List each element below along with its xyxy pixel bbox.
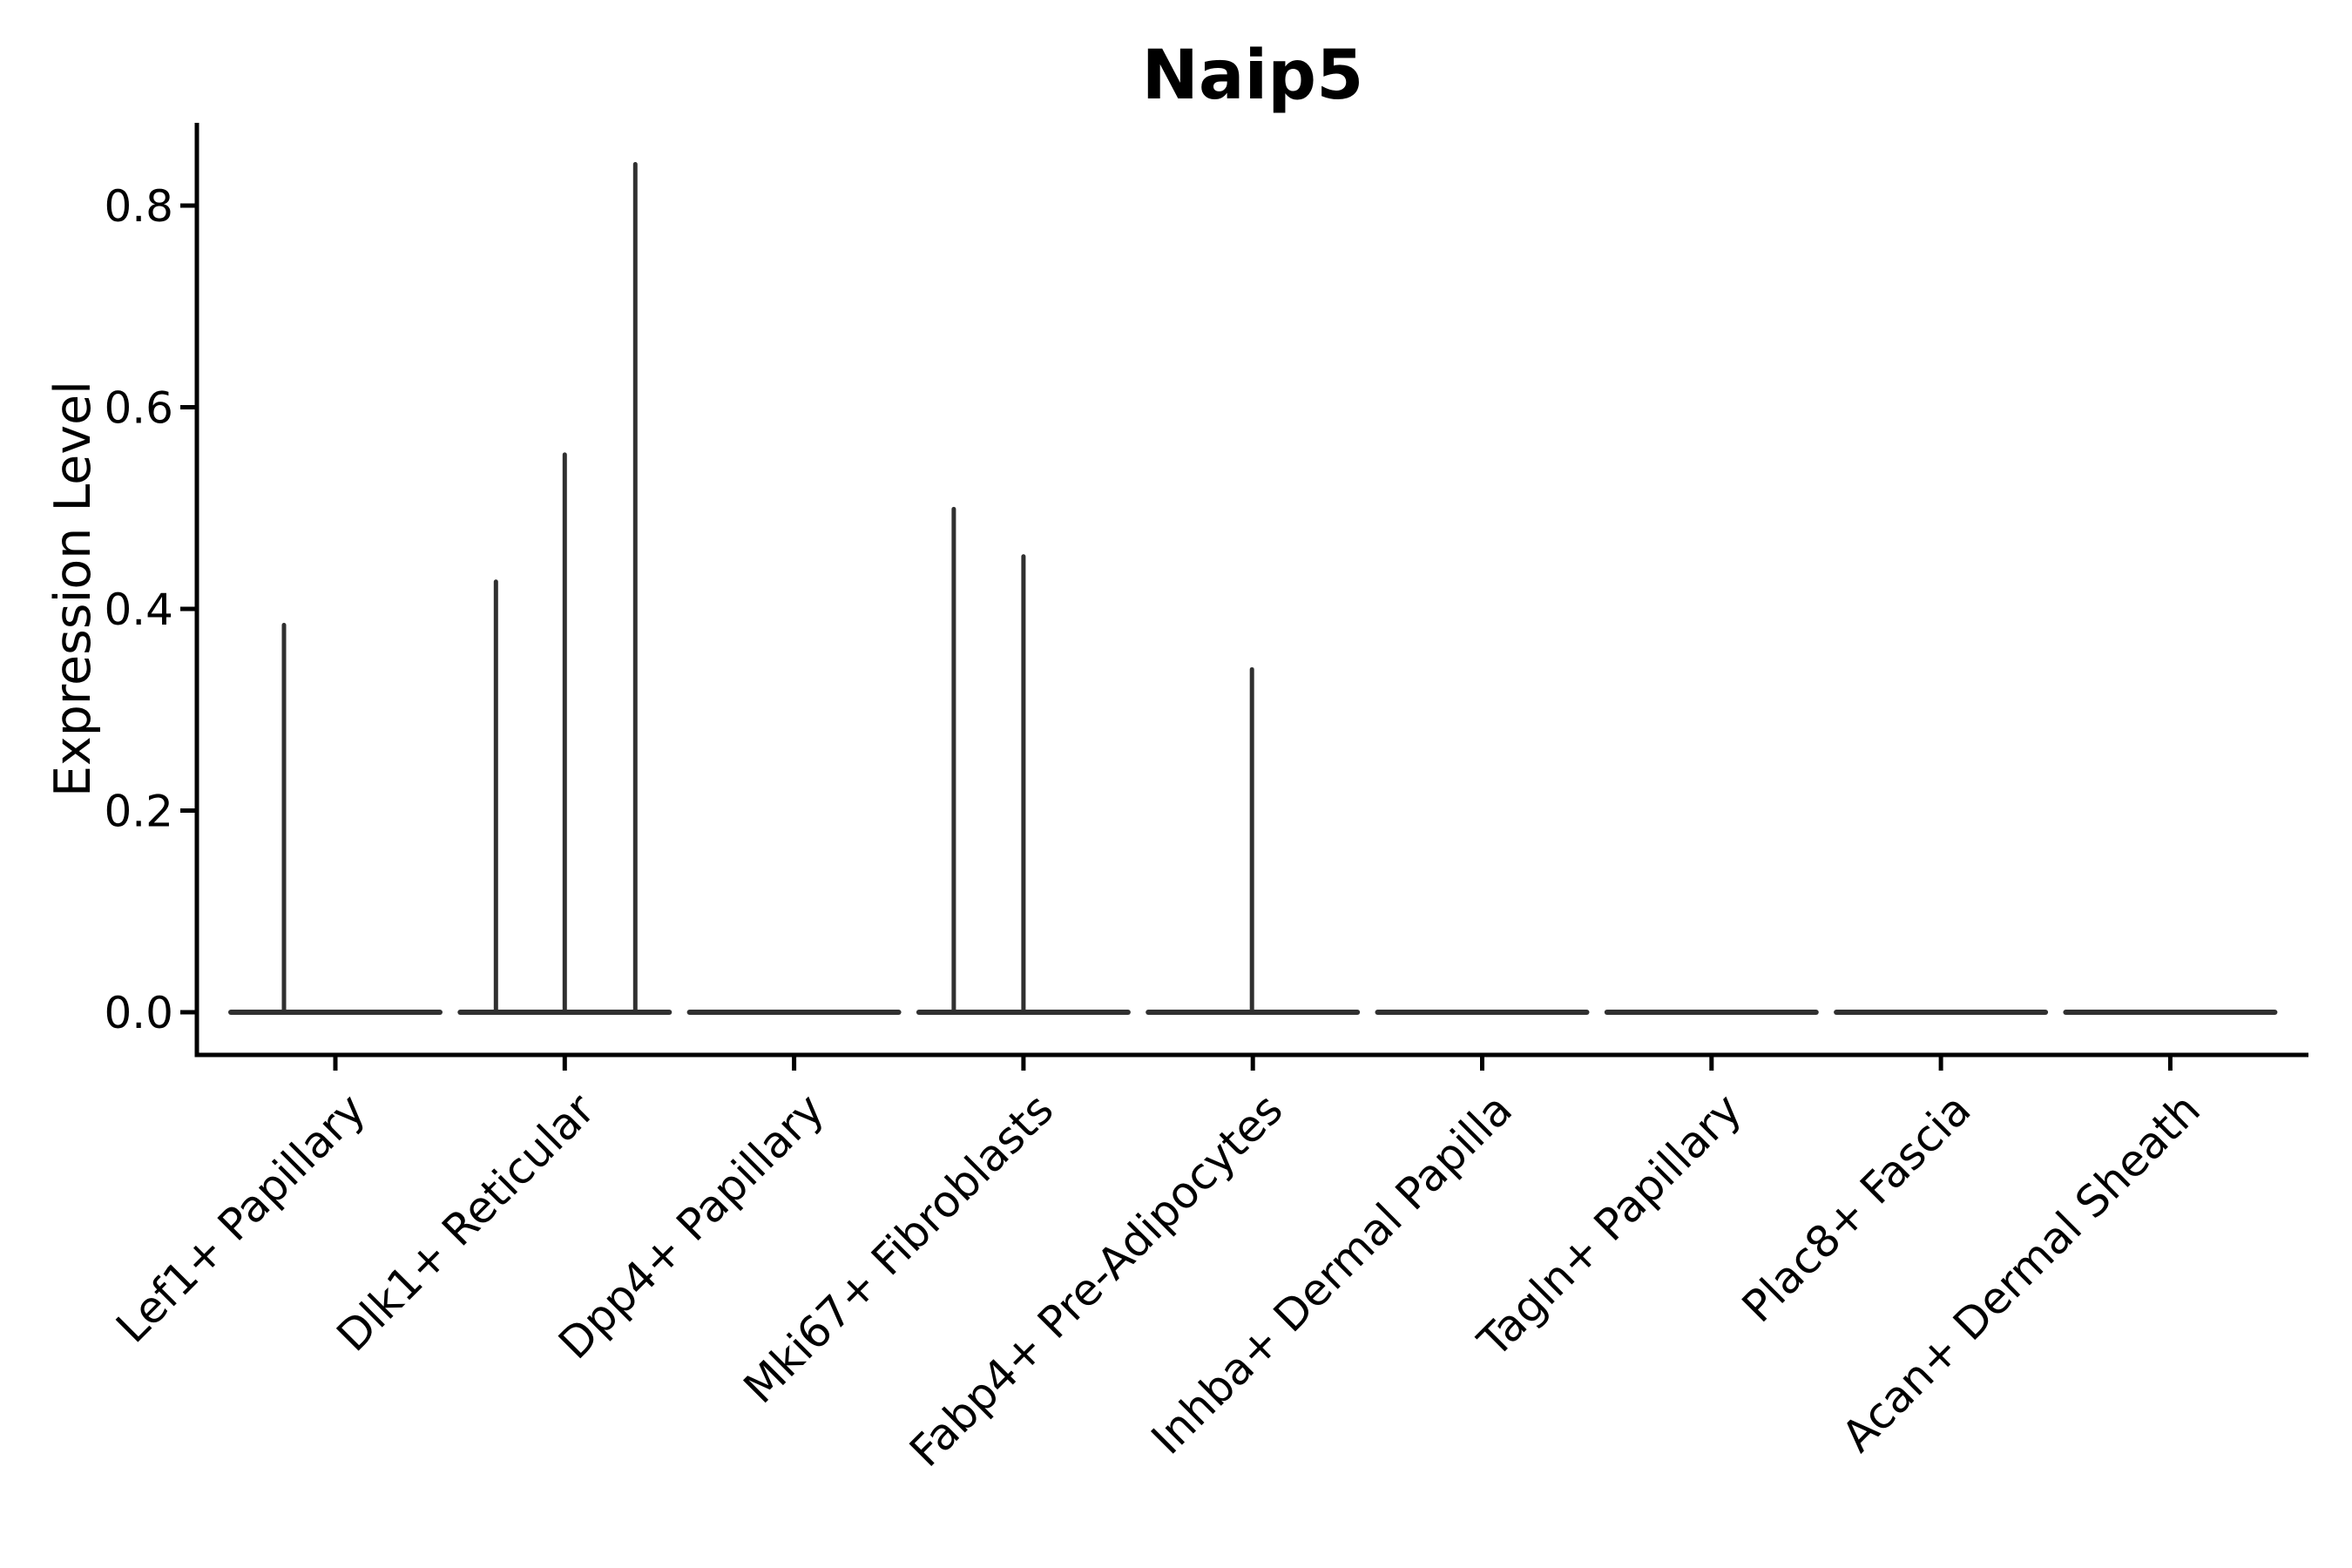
x-tick-label: Lef1+ Papillary <box>106 1084 375 1352</box>
axis-spine <box>194 123 2308 1058</box>
y-tick-label: 0.4 <box>104 585 173 635</box>
x-tick-label: Plac8+ Fascia <box>1733 1084 1981 1332</box>
violin <box>916 506 1131 1015</box>
violin <box>1146 666 1361 1015</box>
violins <box>228 162 2278 1015</box>
y-tick-label: 0.0 <box>104 988 173 1038</box>
violin <box>457 162 672 1015</box>
chart-title: Naip5 <box>1142 37 1364 115</box>
y-tick-label: 0.8 <box>104 181 173 232</box>
y-axis-label: Expression Level <box>44 381 102 797</box>
y-tick-label: 0.2 <box>104 787 173 837</box>
violin <box>228 623 443 1015</box>
x-tick-label: Fabp4+ Pre-Adipocytes <box>900 1084 1293 1477</box>
y-tick-label: 0.6 <box>104 383 173 434</box>
